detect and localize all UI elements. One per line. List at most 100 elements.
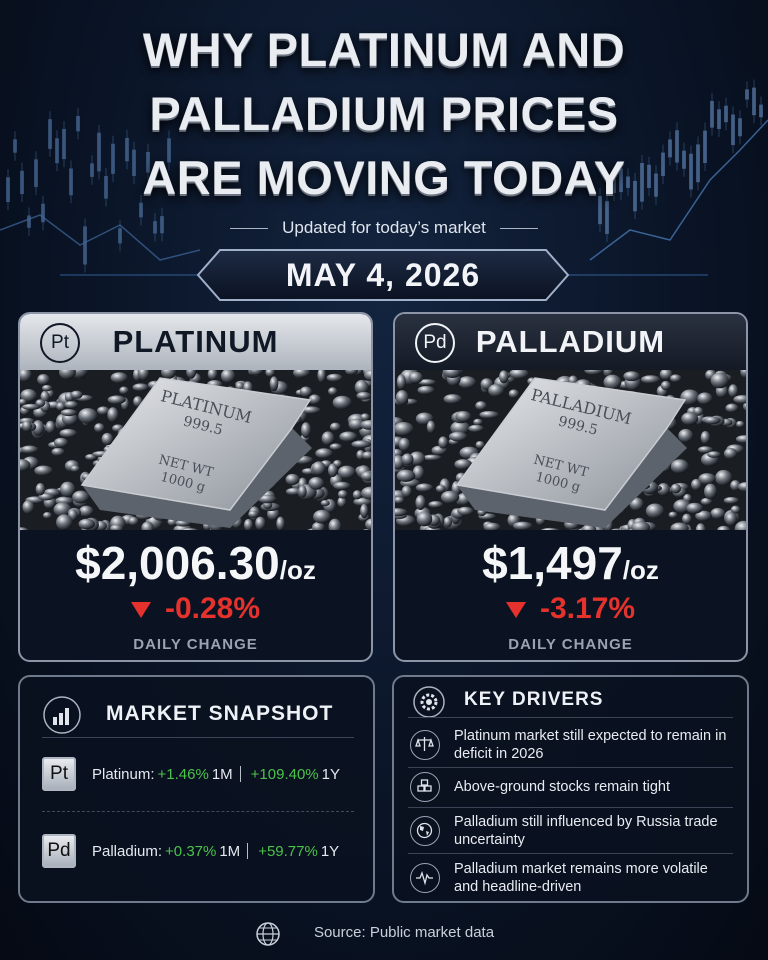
candle: [13, 139, 17, 153]
pebble: [298, 485, 307, 498]
pebble: [508, 389, 519, 399]
pebble: [415, 495, 426, 511]
pebble: [348, 418, 365, 431]
candle: [745, 89, 749, 100]
glyph: [417, 785, 425, 792]
pebble: [186, 370, 197, 379]
pebble: [659, 370, 673, 380]
pebble: [693, 406, 704, 416]
candle: [97, 132, 101, 172]
pebble: [640, 375, 661, 384]
pebble: [326, 373, 343, 382]
pebble: [311, 521, 325, 530]
pebble: [41, 384, 53, 392]
snapshot-row: Pd Palladium: +0.37% 1M +59.77% 1Y: [42, 834, 339, 868]
pebble: [21, 403, 41, 410]
pebble: [356, 391, 371, 400]
card-header: Pd PALLADIUM: [395, 314, 746, 370]
pebble: [301, 406, 321, 414]
driver-icon: [410, 816, 440, 846]
pebble: [20, 459, 31, 472]
pebble: [141, 521, 154, 530]
candle: [139, 202, 143, 218]
candle: [125, 137, 129, 162]
pebble: [351, 440, 371, 448]
pebble: [426, 420, 436, 434]
pebble: [483, 522, 501, 530]
pebble: [417, 385, 435, 395]
candle: [696, 144, 700, 183]
pebble: [38, 493, 55, 501]
pebble: [101, 432, 114, 446]
driver-item: Above-ground stocks remain tight: [410, 772, 735, 802]
price: $1,497/oz: [395, 536, 746, 590]
driver-icon: [410, 863, 440, 893]
pebble: [673, 499, 691, 514]
candle: [83, 226, 87, 265]
pebble: [365, 518, 371, 530]
pebble: [707, 451, 721, 458]
pebble: [475, 401, 487, 411]
pebble: [311, 461, 326, 476]
pebble: [631, 521, 651, 530]
pebble: [45, 420, 56, 434]
pebble: [34, 465, 53, 476]
down-arrow: [130, 602, 151, 619]
pebble: [418, 379, 437, 386]
pebble: [735, 420, 745, 428]
driver-text: Palladium still influenced by Russia tra…: [454, 814, 718, 848]
pebble: [681, 513, 692, 525]
pebble: [20, 370, 32, 382]
candle: [41, 203, 45, 223]
candle: [717, 109, 721, 130]
pebble: [79, 505, 94, 517]
drivers-panel: KEY DRIVERS Platinum market still expect…: [392, 675, 749, 903]
pebble: [704, 483, 717, 500]
pebble: [328, 518, 342, 530]
date: MAY 4, 2026: [285, 256, 481, 293]
candle: [668, 139, 672, 158]
y1-label: 1Y: [321, 765, 341, 783]
candle: [34, 159, 38, 187]
pebble: [698, 473, 716, 485]
divider: [408, 717, 733, 718]
driver-glyph: [415, 737, 434, 751]
subtitle: Updated for today’s market: [0, 218, 768, 238]
pebble: [328, 387, 338, 396]
pebble: [512, 521, 533, 530]
glyph: [416, 822, 433, 839]
pebble: [700, 497, 713, 506]
chart-icon: [43, 696, 81, 734]
pebble: [285, 473, 300, 486]
glyph: [420, 826, 429, 836]
driver-icon: [410, 772, 440, 802]
pebble: [681, 412, 699, 426]
pebble: [107, 395, 126, 405]
pebble: [300, 422, 311, 439]
pebble: [138, 370, 150, 381]
pebble: [329, 422, 341, 432]
candle: [69, 168, 73, 196]
price: $2,006.30/oz: [20, 536, 371, 590]
change-label: DAILY CHANGE: [133, 636, 258, 653]
pebble: [337, 490, 348, 499]
pebble: [51, 447, 65, 457]
candle: [598, 196, 602, 225]
candle: [619, 168, 623, 193]
pebble: [20, 527, 29, 530]
candle: [682, 150, 686, 169]
pebble: [723, 497, 740, 504]
subtitle-text: Updated for today’s market: [282, 218, 486, 237]
glyph: [420, 779, 429, 786]
pebble: [473, 418, 483, 426]
candle: [48, 119, 52, 149]
candle: [759, 104, 763, 118]
pebble: [457, 506, 474, 516]
driver-icon: [410, 730, 440, 760]
pebble: [395, 508, 408, 517]
pebble: [408, 371, 423, 384]
pebble: [668, 511, 678, 519]
pebble: [42, 512, 52, 519]
pebble: [448, 431, 468, 442]
pebble: [132, 383, 149, 392]
